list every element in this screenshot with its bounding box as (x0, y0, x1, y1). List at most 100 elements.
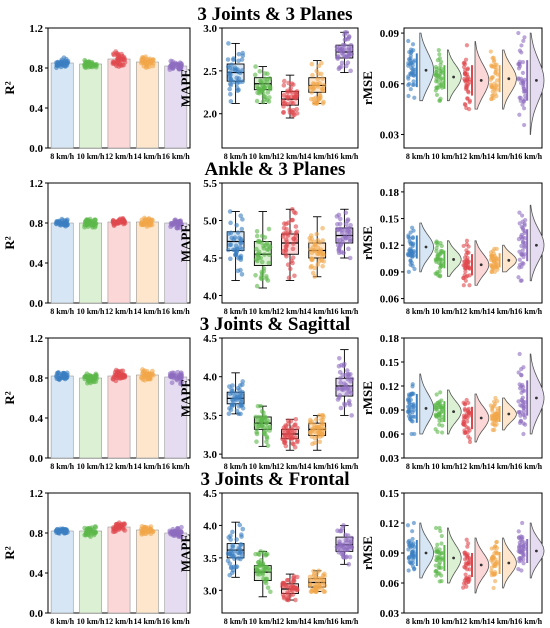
data-point (238, 240, 243, 245)
data-point (174, 526, 180, 532)
data-point (317, 582, 322, 588)
x-tick-label: 10 km/h (249, 617, 277, 626)
data-point (495, 265, 500, 270)
x-tick-label: 14 km/h (487, 462, 515, 471)
data-point (178, 66, 183, 72)
y-tick-label: 2.0 (203, 109, 217, 121)
row-title-3: 3 Joints & Frontal (200, 469, 349, 490)
data-point (239, 534, 244, 539)
data-point (320, 238, 326, 243)
data-point (63, 528, 69, 534)
data-point (406, 235, 411, 240)
y-tick-label: 1.2 (29, 178, 43, 190)
data-point (437, 560, 442, 565)
data-point (518, 278, 523, 283)
data-point (150, 57, 156, 63)
data-point (253, 64, 258, 69)
data-point (521, 409, 527, 414)
data-point (240, 246, 245, 252)
data-point (465, 89, 471, 94)
panel-r3-bar: 0.0 0.4 0.8 1.2 R² 8 km/h 10 km/h 12 km/h 14 km/… (2, 488, 191, 626)
data-point (312, 425, 317, 431)
data-point (438, 62, 443, 67)
data-point (145, 529, 151, 535)
data-point (238, 550, 244, 556)
y-tick-label: 0.12 (380, 381, 400, 393)
data-point (337, 226, 343, 232)
data-point (517, 95, 522, 100)
data-point (111, 60, 117, 66)
violin-half (419, 32, 434, 102)
data-point (463, 265, 469, 271)
data-point (491, 563, 497, 568)
data-point (292, 585, 298, 590)
data-point (168, 58, 174, 64)
data-point (340, 239, 346, 245)
data-point (59, 59, 64, 64)
data-point (318, 71, 324, 77)
x-tick-label: 10 km/h (249, 307, 277, 316)
data-point (230, 388, 235, 394)
data-point (322, 573, 327, 579)
data-point (336, 66, 342, 72)
mean-marker (452, 258, 456, 261)
data-point (239, 57, 245, 62)
data-point (516, 30, 521, 36)
x-tick-label: 16 km/h (162, 617, 190, 626)
data-point (438, 76, 444, 82)
axes-frame (221, 182, 359, 304)
data-point (348, 390, 354, 396)
y-tick-label: 4.0 (203, 520, 217, 532)
data-point (489, 254, 495, 259)
data-point (258, 403, 263, 409)
data-point (290, 110, 296, 115)
data-point (54, 528, 60, 534)
data-point (285, 262, 291, 268)
data-point (239, 402, 245, 408)
data-point (267, 428, 272, 433)
data-point (113, 528, 119, 534)
y-tick-label: 4.5 (203, 488, 217, 500)
data-point (172, 220, 178, 225)
data-point (289, 81, 295, 86)
data-point (438, 68, 443, 74)
data-point (492, 551, 497, 556)
data-point (267, 85, 273, 91)
x-tick-label: 14 km/h (134, 307, 162, 316)
data-point (435, 542, 440, 547)
data-point (259, 419, 265, 424)
data-point (466, 541, 471, 546)
data-point (240, 379, 246, 384)
x-tick-label: 10 km/h (77, 152, 105, 161)
data-point (346, 47, 352, 53)
data-point (408, 71, 413, 76)
data-point (320, 225, 325, 231)
data-point (227, 86, 232, 92)
data-point (262, 76, 268, 82)
data-point (169, 380, 175, 386)
data-point (316, 97, 322, 102)
data-point (293, 234, 299, 239)
data-point (343, 541, 348, 546)
data-point (521, 553, 526, 558)
y-tick-label: 0.03 (380, 608, 400, 620)
data-point (64, 372, 70, 378)
y-tick-label: 0.06 (380, 79, 400, 91)
data-point (266, 252, 272, 258)
data-point (437, 252, 442, 257)
data-point (292, 429, 297, 434)
data-point (519, 372, 524, 378)
data-point (63, 221, 69, 227)
data-point (317, 439, 323, 445)
x-tick-label: 16 km/h (162, 307, 190, 316)
data-point (116, 219, 122, 225)
data-point (150, 217, 155, 223)
data-point (229, 550, 234, 556)
y-tick-label: 1.2 (29, 333, 43, 345)
data-point (120, 368, 126, 374)
x-tick-label: 16 km/h (514, 462, 542, 471)
data-point (490, 55, 495, 61)
data-point (338, 376, 343, 381)
data-point (520, 78, 525, 84)
data-point (346, 34, 352, 39)
